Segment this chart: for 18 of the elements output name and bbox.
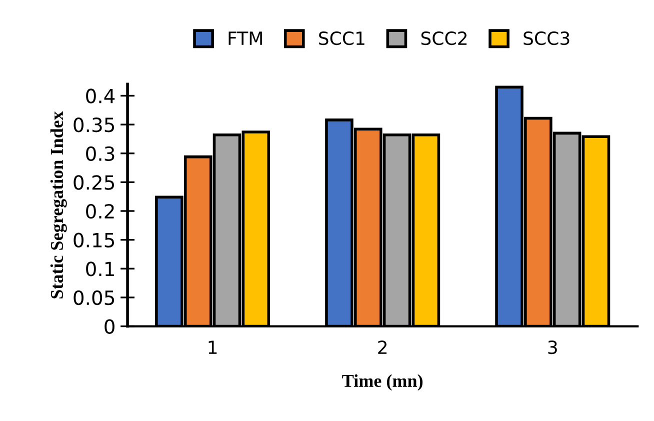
x-tick-label: 1 <box>208 340 217 354</box>
x-axis-title: Time (mn) <box>342 374 423 391</box>
x-tick-label: 3 <box>548 340 557 354</box>
x-tick-label: 2 <box>378 340 387 354</box>
y-axis-title: Static Segregation Index <box>50 111 67 298</box>
y-tick-label: 0.2 <box>86 204 114 219</box>
y-tick-label: 0.15 <box>74 232 114 248</box>
y-tick-label: 0.1 <box>86 262 114 276</box>
legend-label: SCC3 <box>524 31 570 46</box>
legend-label: SCC1 <box>319 31 364 46</box>
y-tick-label: 0.35 <box>74 118 114 132</box>
legend-label: FTM <box>228 32 262 45</box>
y-tick-label: 0 <box>104 319 114 334</box>
y-tick-label: 0.25 <box>74 175 114 190</box>
y-tick-label: 0.3 <box>86 146 114 162</box>
y-tick-label: 0.05 <box>74 290 114 306</box>
legend-label: SCC2 <box>421 31 467 46</box>
y-tick-label: 0.4 <box>86 88 115 104</box>
